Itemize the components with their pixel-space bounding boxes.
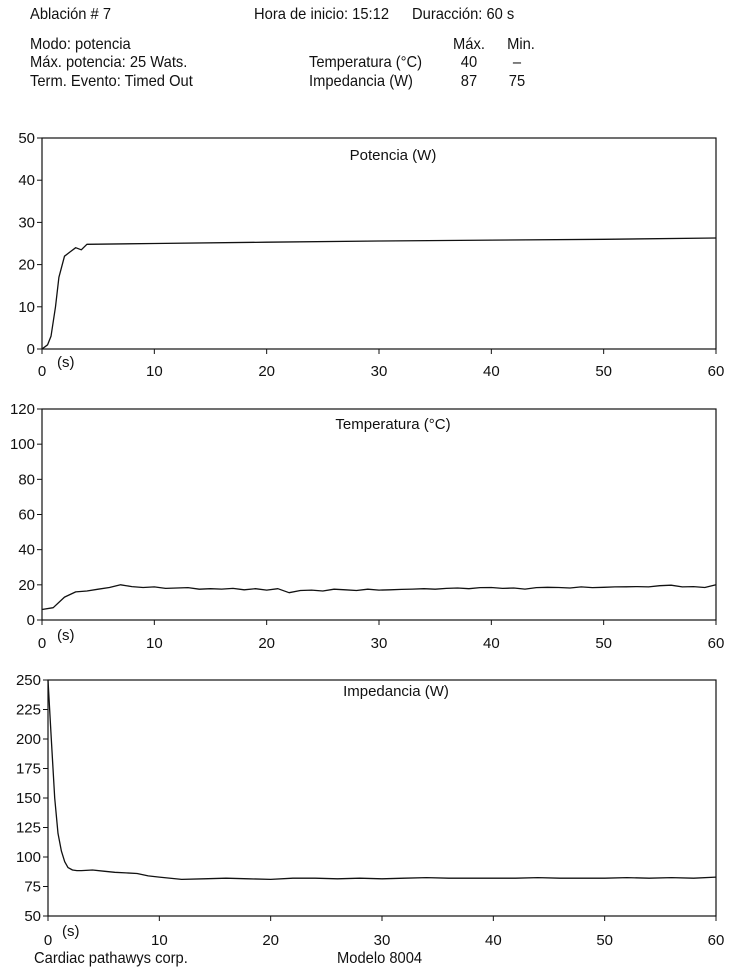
x-tick-label: 30: [374, 932, 391, 949]
x-tick-label: 50: [595, 635, 612, 652]
duration: Duracción: 60 s: [412, 6, 515, 23]
col-min-header: Min.: [507, 36, 535, 53]
x-tick-label: 50: [596, 932, 613, 949]
y-tick-label: 30: [18, 214, 35, 231]
x-tick-label: 30: [371, 363, 388, 380]
y-tick-label: 80: [18, 471, 35, 488]
y-tick-label: 0: [27, 341, 35, 358]
x-tick-label: 10: [146, 635, 163, 652]
chart-potencia: 0 10 20 30 40 50 0 10 20 30 40 50 60 (s) Potencia (W): [18, 130, 724, 380]
chart-title: Temperatura (°C): [335, 416, 450, 433]
y-tick-label: 100: [16, 849, 41, 866]
y-tick-label: 125: [16, 820, 41, 837]
x-tick-label: 60: [708, 363, 725, 380]
x-tick-label: 20: [262, 932, 279, 949]
chart-temperatura: 0 20 40 60 80 100 120 0 10 20 30 40 50 60 (s) Temperatu…: [10, 401, 724, 652]
x-tick-label: 60: [708, 932, 725, 949]
y-tick-label: 10: [18, 299, 35, 316]
plot-frame: [47, 679, 717, 917]
y-tick-label: 250: [16, 672, 41, 689]
y-tick-label: 75: [24, 879, 41, 896]
chart-title: Potencia (W): [350, 147, 437, 164]
x-tick-label: 0: [44, 932, 52, 949]
impedance-row-label: Impedancia (W): [309, 73, 413, 90]
x-tick-label: 0: [38, 635, 46, 652]
y-tick-label: 20: [18, 577, 35, 594]
y-tick-label: 0: [27, 612, 35, 629]
x-tick-label: 10: [151, 932, 168, 949]
x-axis-label: (s): [57, 627, 75, 644]
x-tick-label: 40: [483, 635, 500, 652]
y-tick-label: 40: [18, 542, 35, 559]
series-line-impedancia: [47, 679, 717, 881]
y-tick-label: 40: [18, 172, 35, 189]
y-tick-label: 225: [16, 702, 41, 719]
x-axis-label: (s): [57, 354, 75, 371]
max-power-label: Máx. potencia: 25 Wats.: [30, 54, 188, 71]
x-tick-label: 50: [595, 363, 612, 380]
x-tick-label: 0: [38, 363, 46, 380]
chart-impedancia: 50 75 100 125 150 175 200 225 250 0 10 20 30 40 50 60 (s…: [16, 672, 724, 949]
series-line-potencia: [41, 237, 717, 350]
impedance-min: 75: [508, 73, 526, 90]
y-tick-label: 175: [16, 761, 41, 778]
x-tick-label: 10: [146, 363, 163, 380]
x-axis-label: (s): [62, 923, 80, 940]
plot-frame: [41, 408, 717, 621]
col-max-header: Máx.: [453, 36, 485, 53]
y-tick-label: 120: [10, 401, 35, 418]
y-tick-label: 150: [16, 790, 41, 807]
y-tick-label: 100: [10, 436, 35, 453]
y-tick-label: 50: [24, 908, 41, 925]
x-tick-label: 30: [371, 635, 388, 652]
x-tick-label: 20: [258, 363, 275, 380]
temperature-max: 40: [460, 54, 478, 71]
temperature-row-label: Temperatura (°C): [309, 54, 423, 71]
term-event-label: Term. Evento: Timed Out: [30, 73, 193, 90]
model-label: Modelo 8004: [337, 950, 423, 967]
ablation-label: Ablación # 7: [30, 6, 112, 23]
series-line-temperatura: [41, 584, 717, 611]
mode-label: Modo: potencia: [30, 36, 131, 53]
x-tick-label: 60: [708, 635, 725, 652]
impedance-max: 87: [460, 73, 478, 90]
x-tick-label: 40: [485, 932, 502, 949]
y-tick-label: 200: [16, 731, 41, 748]
y-tick-label: 20: [18, 257, 35, 274]
x-tick-label: 40: [483, 363, 500, 380]
chart-title: Impedancia (W): [343, 683, 449, 700]
y-tick-label: 50: [18, 130, 35, 147]
y-tick-label: 60: [18, 507, 35, 524]
x-tick-label: 20: [258, 635, 275, 652]
company-label: Cardiac pathawys corp.: [34, 950, 188, 967]
start-time: Hora de inicio: 15:12: [254, 6, 390, 23]
temperature-min: –: [512, 54, 522, 71]
